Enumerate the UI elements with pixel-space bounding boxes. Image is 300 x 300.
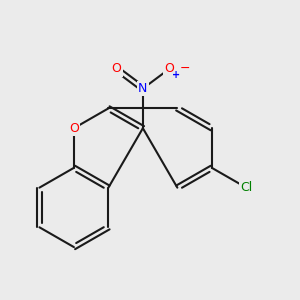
- Text: O: O: [111, 62, 121, 75]
- Text: +: +: [172, 70, 180, 80]
- Text: O: O: [164, 62, 174, 75]
- Text: N: N: [138, 82, 148, 95]
- Text: O: O: [69, 122, 79, 135]
- Text: −: −: [179, 62, 190, 75]
- Text: Cl: Cl: [240, 181, 252, 194]
